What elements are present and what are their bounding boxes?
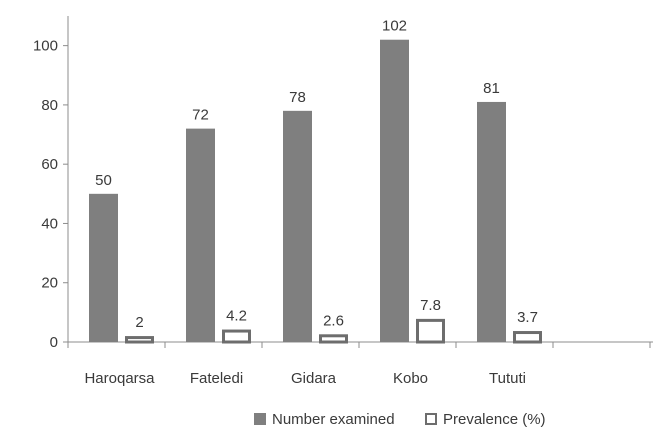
bar-number-examined [186, 128, 215, 342]
data-label: 3.7 [517, 309, 538, 326]
legend-label: Number examined [272, 411, 395, 428]
y-tick-label: 0 [50, 334, 58, 351]
legend: Number examined Prevalence (%) [254, 411, 546, 428]
y-tick-label: 100 [33, 38, 58, 55]
y-axis: 0 20 40 60 80 100 [33, 16, 69, 351]
data-label: 102 [382, 18, 407, 35]
x-tick-label: Kobo [393, 370, 428, 387]
data-label: 50 [95, 172, 112, 189]
data-label: 4.2 [226, 308, 247, 325]
legend-swatch [254, 413, 266, 425]
bar-number-examined [380, 39, 409, 342]
y-tick-label: 40 [41, 215, 58, 232]
y-tick-label: 20 [41, 275, 58, 292]
x-tick-label: Fateledi [190, 370, 243, 387]
bar-prevalence [319, 334, 348, 344]
legend-label: Prevalence (%) [443, 411, 546, 428]
bar-number-examined [89, 193, 118, 342]
data-label: 2.6 [323, 312, 344, 329]
legend-swatch [425, 413, 437, 425]
bar-number-examined [283, 110, 312, 342]
bar-prevalence [416, 318, 445, 344]
bar-prevalence [222, 329, 251, 344]
data-label: 72 [192, 107, 209, 124]
bar-number-examined [477, 101, 506, 342]
x-tick-label: Haroqarsa [84, 370, 155, 387]
y-tick-label: 60 [41, 156, 58, 173]
y-tick-label: 80 [41, 97, 58, 114]
x-tick-label: Gidara [291, 370, 337, 387]
data-label: 7.8 [420, 297, 441, 314]
data-label: 2 [135, 314, 143, 331]
data-label: 81 [483, 80, 500, 97]
data-labels: 50 72 78 102 81 2 4.2 2.6 7.8 3.7 [95, 18, 538, 331]
bar-prevalence [513, 331, 542, 344]
x-axis: Haroqarsa Fateledi Gidara Kobo Tututi [67, 341, 653, 387]
data-label: 78 [289, 89, 306, 106]
bar-prevalence [125, 336, 154, 344]
x-tick-label: Tututi [489, 370, 526, 387]
bar-series [89, 39, 542, 344]
